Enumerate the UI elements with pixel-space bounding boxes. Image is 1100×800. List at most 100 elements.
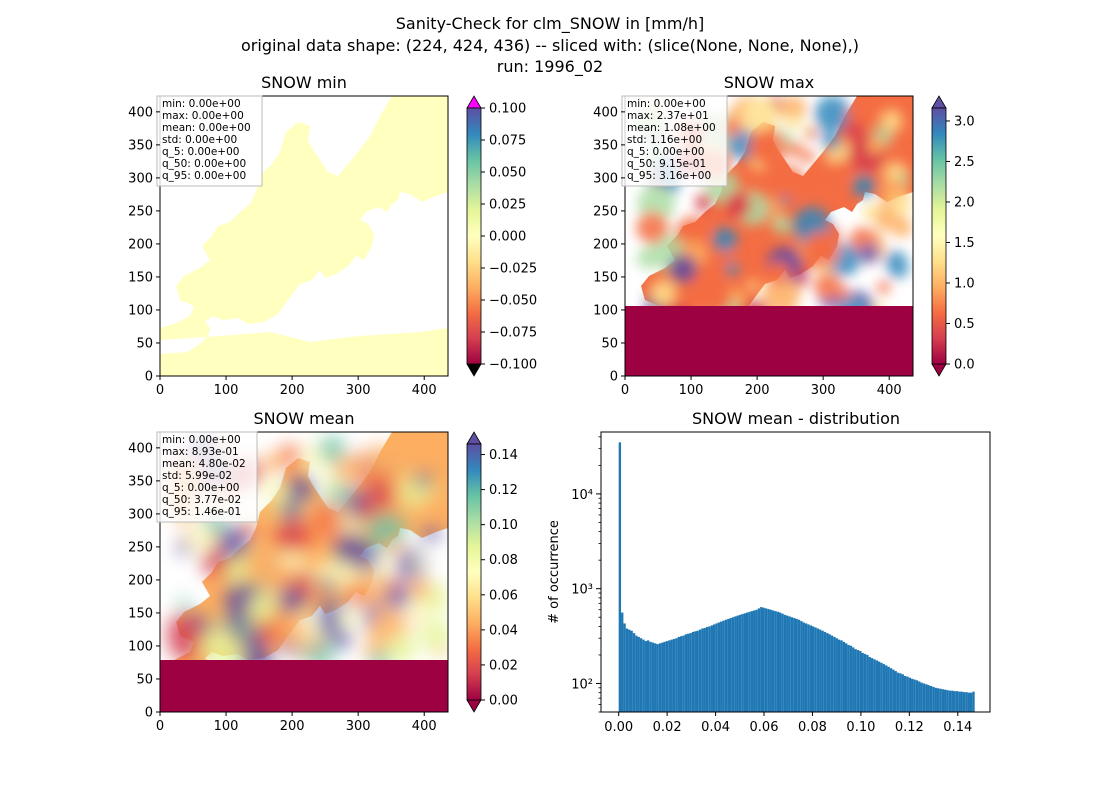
histogram-bar (663, 641, 666, 712)
stat-mean-0: min: 0.00e+00 (162, 434, 241, 446)
stat-min-1: max: 0.00e+00 (162, 110, 244, 122)
map-texture-blob (177, 540, 192, 555)
histogram-bar (679, 636, 683, 712)
histogram-bar (644, 641, 647, 712)
map-texture-blob (386, 538, 404, 556)
ytick-label-min: 150 (128, 270, 153, 285)
histogram-bar (809, 625, 813, 712)
xtick-label-max: 200 (745, 383, 770, 398)
histogram-bar (694, 631, 697, 712)
map-texture-blob (726, 129, 758, 160)
xtick-label-max: 0 (621, 383, 629, 398)
map-texture-blob (412, 558, 425, 571)
map-texture-blob (372, 607, 407, 641)
histogram-bar (628, 629, 631, 712)
stat-min-2: mean: 0.00e+00 (162, 122, 251, 134)
stat-max-0: min: 0.00e+00 (627, 98, 706, 110)
map-texture-blob (332, 454, 360, 482)
histogram-bar (939, 688, 942, 712)
map-texture-blob (422, 525, 440, 543)
map-texture-blob (746, 279, 759, 292)
histogram-bar (668, 640, 671, 712)
histogram-bar (922, 683, 926, 712)
histogram-xtick-label: 0.02 (653, 720, 682, 735)
axes-snow-mean: 0 100 200 300 400 0 50 100 150 200 250 300 350 400 (128, 441, 436, 734)
land-mask-mean (160, 432, 448, 712)
colorbar-tick-label-max: 1.5 (954, 236, 975, 251)
histogram-bar (783, 614, 787, 712)
map-texture-blob (852, 175, 876, 198)
histogram-bar (972, 691, 975, 712)
histogram-bar (623, 623, 626, 712)
histogram-bar (762, 607, 765, 712)
suptitle-line-3: run: 1996_02 (497, 57, 603, 77)
histogram-bar (870, 658, 874, 712)
histogram-bar (764, 608, 768, 712)
map-texture-blob (806, 128, 818, 140)
histogram-bar (745, 612, 749, 712)
map-texture-blob (766, 262, 791, 287)
histogram-ytick-label: 10² (571, 677, 593, 692)
histogram-bars (618, 442, 975, 712)
map-texture-blob (279, 616, 308, 644)
colorbar-tick-label-min: −0.050 (489, 294, 537, 309)
map-texture-blob (821, 131, 841, 151)
map-texture-blob (780, 96, 807, 122)
stat-mean-1: max: 8.93e-01 (162, 446, 239, 458)
map-texture-blob (357, 501, 378, 523)
map-texture-blob (279, 444, 302, 467)
map-texture-blob (311, 639, 322, 651)
histogram-bar (951, 690, 954, 712)
map-texture-blob (675, 216, 709, 250)
map-texture-blob (857, 108, 878, 129)
histogram-bar (837, 639, 841, 712)
xtick-label-max: 300 (811, 383, 836, 398)
map-texture-blob (749, 129, 787, 166)
histogram-bar (743, 613, 746, 712)
colorbar-extend-top-mean (466, 431, 482, 445)
map-texture-blob (712, 227, 738, 253)
histogram-bar (632, 633, 636, 712)
histogram-xtick-label: 0.14 (943, 720, 972, 735)
stat-min-6: q_95: 0.00e+00 (162, 170, 246, 182)
ytick-label-min: 300 (128, 171, 153, 186)
ytick-label-max: 350 (593, 138, 618, 153)
histogram-bar (800, 621, 803, 712)
histogram-bar (852, 647, 855, 712)
map-texture-blob (801, 150, 815, 164)
histogram-bar (738, 614, 742, 712)
map-texture-blob (830, 160, 851, 180)
stats-box-min: min: 0.00e+00 max: 0.00e+00 mean: 0.00e+… (156, 95, 263, 187)
map-texture-blob (262, 478, 282, 499)
map-texture-blob (367, 480, 395, 508)
histogram-bar (819, 629, 822, 712)
histogram-bar (918, 681, 921, 712)
histogram-bar (717, 622, 721, 712)
colorbar-extend-bottom-max (931, 363, 947, 377)
histogram-bar (767, 609, 770, 712)
histogram-bar (741, 614, 744, 712)
colorbar-tick-label-max: 2.0 (954, 195, 975, 210)
histogram-bar (915, 680, 919, 712)
ytick-label-min: 350 (128, 138, 153, 153)
histogram-bar (769, 609, 772, 712)
map-texture-blob (286, 474, 314, 502)
histogram-bar (835, 638, 838, 712)
histogram-bar (703, 627, 706, 712)
stat-max-6: q_95: 3.16e+00 (627, 170, 711, 182)
histogram-bar (816, 628, 820, 712)
title-snow-mean: SNOW mean (254, 409, 355, 428)
map-texture-blob (337, 608, 358, 629)
heatmap-snow-mean: min: 0.00e+00 max: 8.93e-01 mean: 4.80e-… (128, 431, 449, 734)
suptitle-line-1: Sanity-Check for clm_SNOW in [mm/h] (396, 14, 704, 34)
histogram-bar (892, 669, 895, 712)
histogram-bar (953, 691, 956, 712)
heatmap-snow-min: min: 0.00e+00 max: 0.00e+00 mean: 0.00e+… (128, 95, 449, 398)
histogram-bar (962, 692, 966, 712)
histogram-bar (807, 624, 810, 712)
land-mask-min (160, 96, 448, 376)
colorbar-snow-max: 0.0 0.5 1.0 1.5 2.0 2.5 3.0 (931, 95, 975, 377)
map-texture-blob (772, 215, 792, 234)
histogram-bar (778, 612, 782, 712)
histogram-bar (925, 684, 928, 712)
